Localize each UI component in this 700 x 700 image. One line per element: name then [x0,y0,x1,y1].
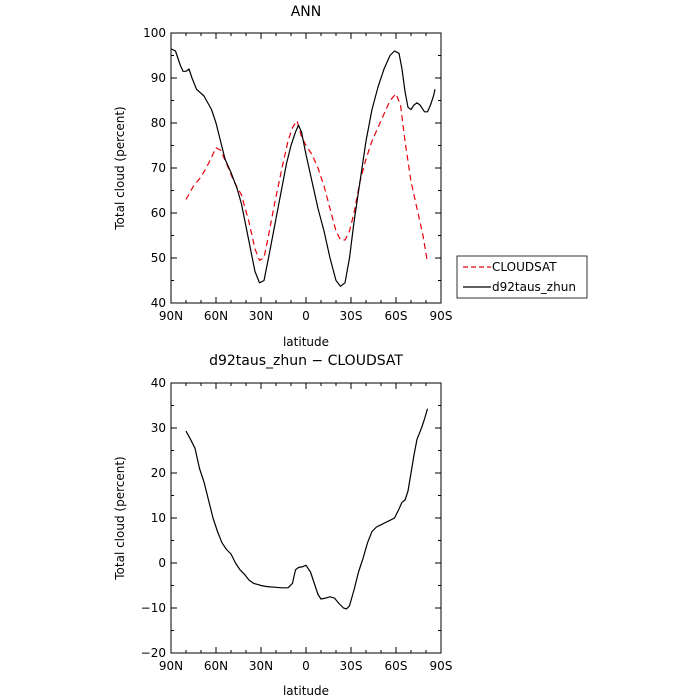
bottom-y-tick-label: −10 [141,601,166,615]
top-x-tick-label: 0 [302,309,310,323]
bottom-series-lines [185,408,429,610]
top-y-tick-label: 100 [143,26,166,40]
top-y-axis-label: Total cloud (percent) [113,106,127,230]
top-chart-title: ANN [291,4,322,20]
top-series-lines [170,48,436,287]
bottom-y-axis-label: Total cloud (percent) [113,456,127,580]
top-x-tick-label: 30N [249,309,273,323]
bottom-series-line-difference [185,408,429,610]
top-x-tick-label: 60N [204,309,228,323]
bottom-x-tick-label: 30N [249,659,273,673]
bottom-x-tick-label: 90N [159,659,183,673]
bottom-y-tick-label: 10 [151,511,166,525]
bottom-axis-ticks: 90N 60N 30N 0 30S 60S 90S −20 −10 0 10 20 30 40 [141,376,453,673]
bottom-x-tick-label: 0 [302,659,310,673]
top-y-tick-label: 60 [151,206,166,220]
top-y-tick-label: 50 [151,251,166,265]
top-x-tick-label: 90N [159,309,183,323]
top-axis-ticks: 90N 60N 30N 0 30S 60S 90S 40 50 60 70 80 90 100 [143,26,452,323]
top-y-tick-label: 70 [151,161,166,175]
top-series-line-d92taus-zhun [170,48,436,287]
top-x-tick-label: 90S [430,309,453,323]
top-y-tick-label: 40 [151,296,166,310]
top-x-tick-label: 30S [340,309,363,323]
top-y-tick-label: 90 [151,71,166,85]
top-plot-frame [170,32,442,304]
top-x-tick-label: 60S [385,309,408,323]
bottom-y-tick-label: −20 [141,646,166,660]
bottom-y-tick-label: 0 [158,556,166,570]
top-series-line-cloudsat [185,93,429,263]
bottom-y-tick-label: 30 [151,421,166,435]
bottom-x-tick-label: 30S [340,659,363,673]
legend-box [456,255,588,299]
bottom-x-tick-label: 60N [204,659,228,673]
top-y-tick-label: 80 [151,116,166,130]
bottom-y-tick-label: 40 [151,376,166,390]
bottom-x-axis-label: latitude [283,684,329,698]
bottom-x-tick-label: 90S [430,659,453,673]
bottom-chart-title: d92taus_zhun − CLOUDSAT [209,353,403,369]
legend: CLOUDSAT d92taus_zhun [456,255,588,299]
top-x-axis-label: latitude [283,335,329,349]
bottom-y-tick-label: 20 [151,466,166,480]
legend-label-cloudsat: CLOUDSAT [492,260,557,274]
bottom-x-tick-label: 60S [385,659,408,673]
legend-label-d92taus-zhun: d92taus_zhun [492,280,576,294]
bottom-plot-frame [170,382,442,654]
